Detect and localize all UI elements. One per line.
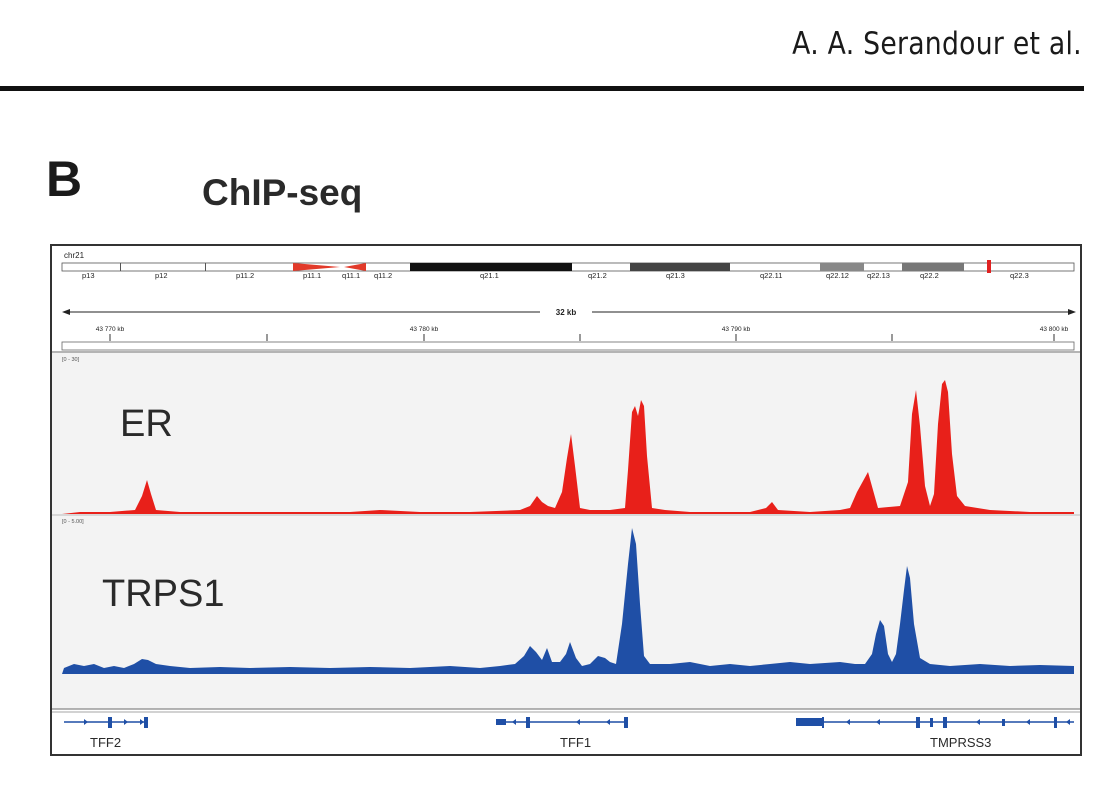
gene-model	[796, 717, 1074, 728]
band-label: q11.2	[374, 271, 392, 280]
band-label: p13	[82, 271, 95, 280]
coordinate-ruler: 43 770 kb 43 780 kb 43 790 kb 43 800 kb	[96, 326, 1069, 341]
gene-label-tff1: TFF1	[560, 735, 591, 750]
band-label: p12	[155, 271, 168, 280]
band-label: p11.2	[236, 271, 254, 280]
coord-tick-label: 43 780 kb	[410, 326, 439, 333]
er-track: [0 - 30] ER	[62, 357, 1074, 514]
chromosome-label: chr21	[64, 251, 85, 260]
genome-browser-view: chr21 p13 p12 p11.2 p11.1 q11.1 q11.2 q2…	[50, 244, 1082, 756]
band-label: q22.13	[867, 271, 890, 280]
gene-label-tmprss3: TMPRSS3	[930, 735, 991, 750]
gene-model	[496, 717, 628, 728]
span-label: 32 kb	[556, 308, 577, 317]
band-label: q22.2	[920, 271, 939, 280]
panel-title: ChIP-seq	[202, 172, 363, 213]
er-signal	[62, 380, 1074, 514]
band-label: q22.11	[760, 271, 782, 280]
trps1-track: [0 - 5.00] TRPS1	[62, 519, 1074, 674]
ruler-divider	[61, 341, 1075, 351]
gene-track	[64, 717, 1074, 728]
band-label: q21.2	[588, 271, 607, 280]
coord-tick-label: 43 800 kb	[1040, 326, 1069, 333]
band-label: p11.1	[303, 271, 321, 280]
author-running-head: A. A. Serandour et al.	[792, 26, 1082, 62]
coord-tick-label: 43 770 kb	[96, 326, 125, 333]
band-label: q21.1	[480, 271, 499, 280]
panel-letter: B	[46, 151, 83, 207]
empty-panel	[52, 675, 1080, 709]
chromosome-ideogram: p13 p12 p11.2 p11.1 q11.1 q11.2 q21.1 q2…	[61, 260, 1075, 280]
gene-model	[64, 717, 148, 728]
trps1-range-label: [0 - 5.00]	[62, 519, 84, 525]
band-label: q21.3	[666, 271, 685, 280]
band-label: q22.3	[1010, 271, 1029, 280]
header-rule	[0, 86, 1084, 91]
coord-tick-label: 43 790 kb	[722, 326, 751, 333]
band-label: q11.1	[342, 271, 360, 280]
er-range-label: [0 - 30]	[62, 357, 80, 363]
gene-label-tff2: TFF2	[90, 735, 121, 750]
band-label: q22.12	[826, 271, 849, 280]
trps1-track-label: TRPS1	[102, 573, 224, 615]
span-ruler: 32 kb	[62, 308, 1076, 317]
er-track-label: ER	[120, 403, 173, 445]
